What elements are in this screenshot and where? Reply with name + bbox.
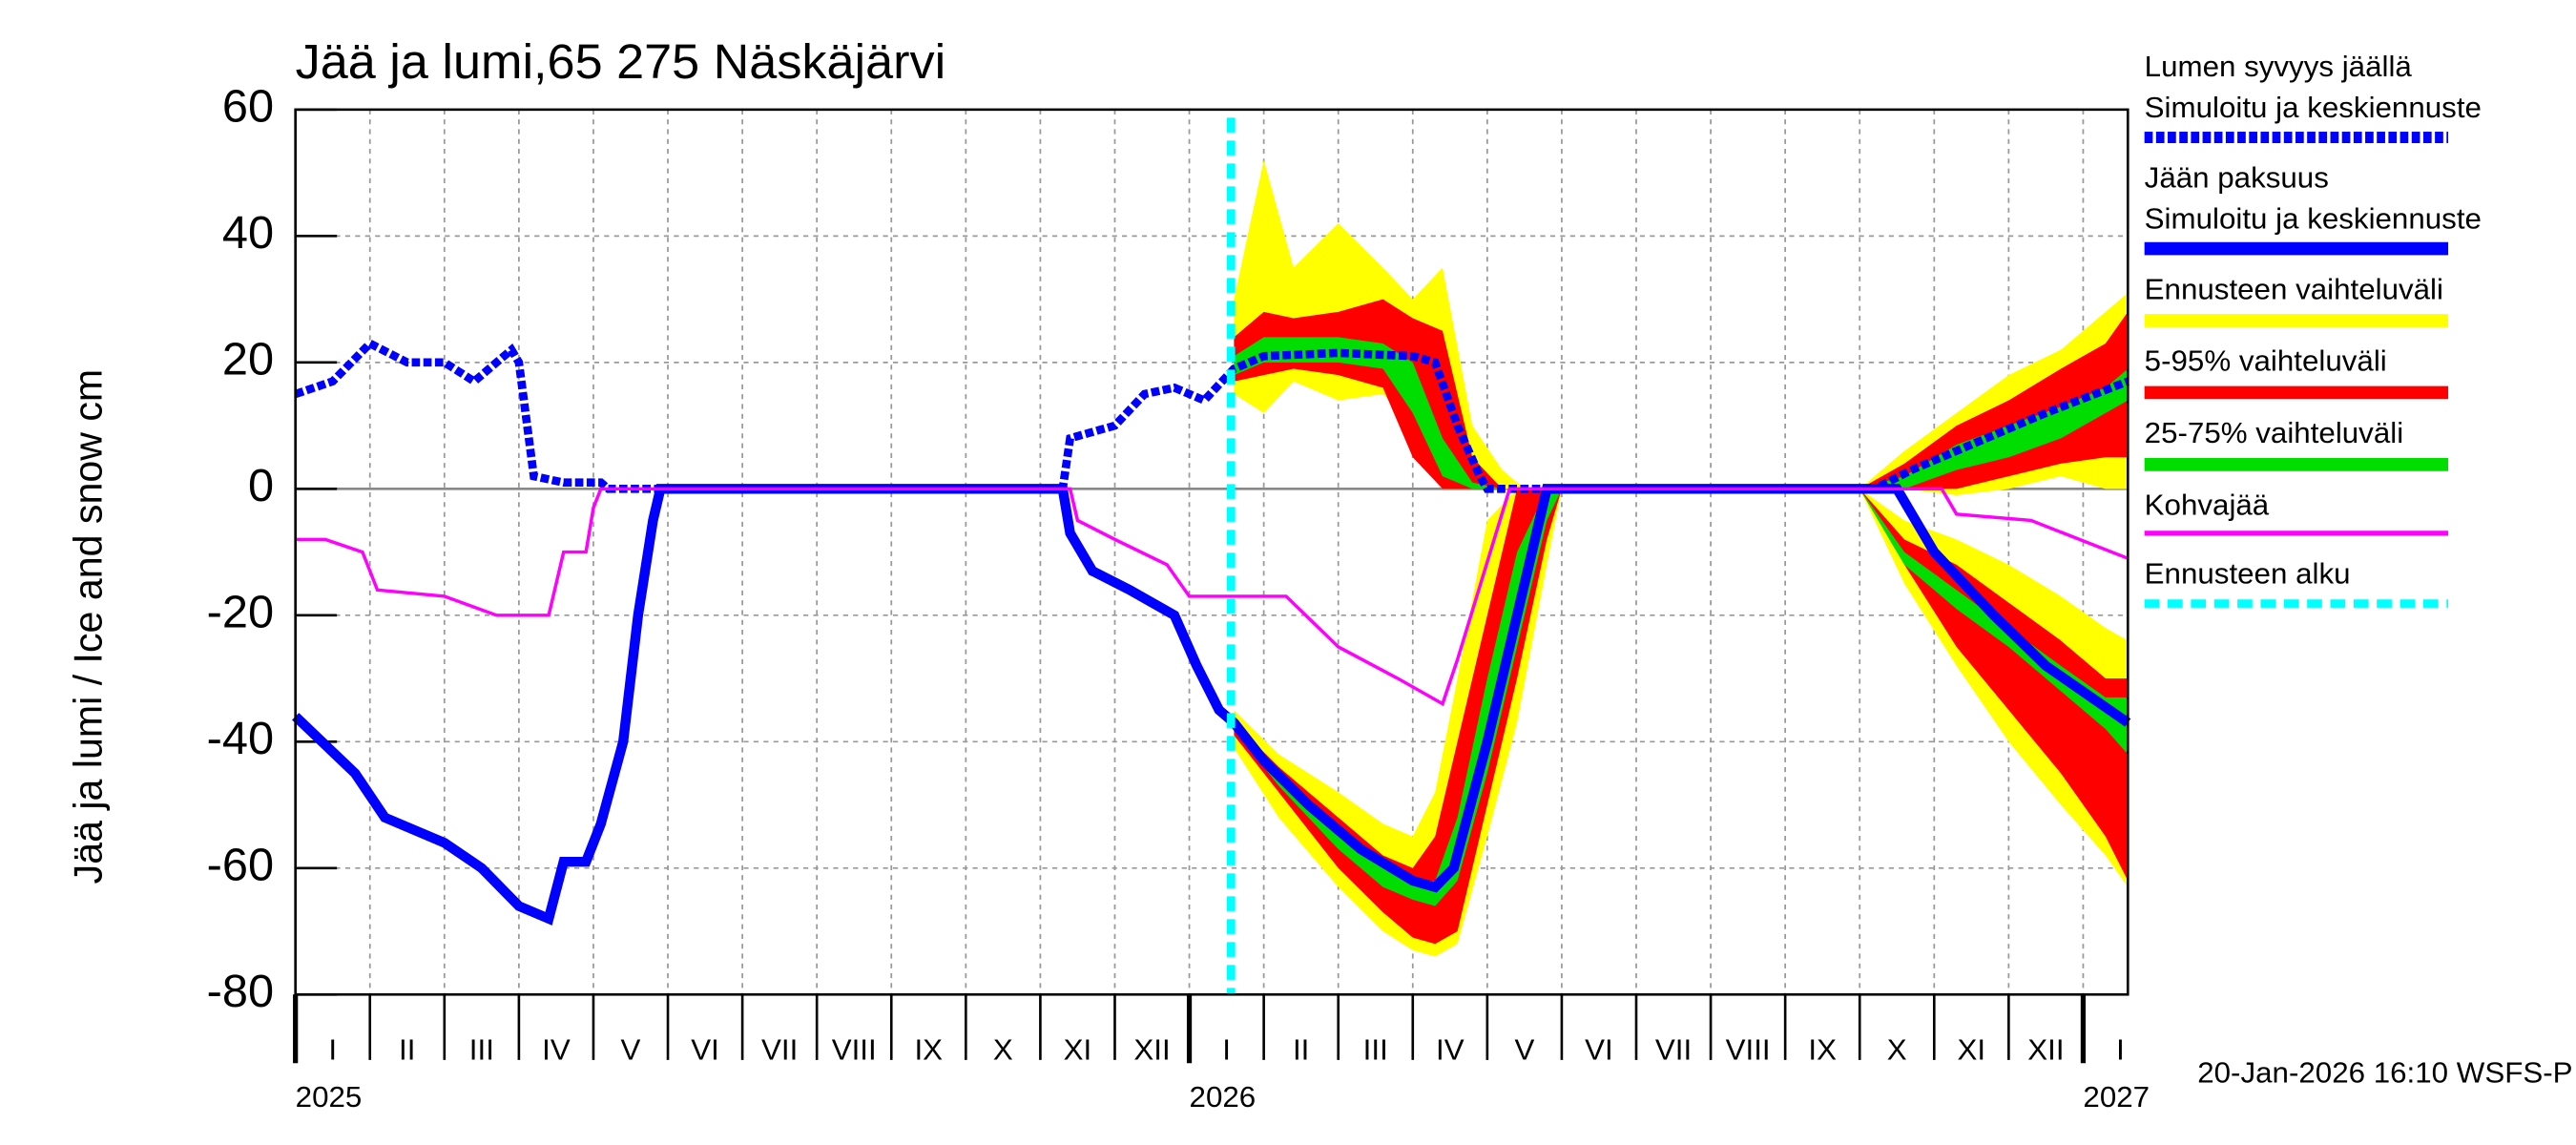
band-area: [1859, 489, 2129, 882]
series-line: [292, 484, 2131, 926]
x-tick-label: VII: [1655, 1033, 1692, 1067]
year-label: 2025: [296, 1080, 363, 1114]
x-tick-label: XI: [1064, 1033, 1092, 1067]
y-tick-label: 0: [248, 460, 274, 511]
legend-label: Ennusteen vaihteluväli: [2145, 272, 2443, 305]
year-label: 2026: [1190, 1080, 1257, 1114]
x-tick-label: VII: [761, 1033, 798, 1067]
x-tick-label: II: [1293, 1033, 1309, 1067]
band-area: [1234, 489, 1562, 945]
x-tick-label: I: [328, 1033, 337, 1067]
x-tick-label: VIII: [1726, 1033, 1771, 1067]
x-tick-label: XII: [2027, 1033, 2064, 1067]
x-tick-label: III: [469, 1033, 494, 1067]
x-tick-label: IX: [914, 1033, 943, 1067]
footer: 20-Jan-2026 16:10 WSFS-P: [2197, 1056, 2572, 1090]
plot-frame: [294, 108, 2129, 996]
band-area: [1859, 311, 2129, 489]
year-label: 2027: [2083, 1080, 2150, 1114]
y-tick-label: -20: [207, 587, 274, 638]
y-tick-label: 40: [222, 207, 274, 259]
y-axis-label: Jää ja lumi / Ice and snow cm: [65, 369, 110, 885]
y-tick-label: 60: [222, 81, 274, 133]
x-tick-label: VIII: [832, 1033, 877, 1067]
legend-label: Simuloitu ja keskiennuste: [2145, 91, 2482, 124]
x-tick-label: VI: [1585, 1033, 1613, 1067]
x-tick-label: X: [993, 1033, 1013, 1067]
legend-label: 25-75% vaihteluväli: [2145, 416, 2403, 449]
x-tick-label: I: [2116, 1033, 2125, 1067]
y-tick-label: -40: [207, 713, 274, 764]
series-line: [295, 487, 2129, 707]
x-tick-label: IX: [1808, 1033, 1837, 1067]
legend-label: Kohvajää: [2145, 489, 2270, 522]
x-tick-label: VI: [691, 1033, 719, 1067]
x-tick-label: V: [1514, 1033, 1534, 1067]
x-tick-label: II: [399, 1033, 415, 1067]
y-tick-label: -80: [207, 966, 274, 1017]
x-tick-label: IV: [542, 1033, 571, 1067]
x-tick-label: III: [1363, 1033, 1388, 1067]
y-tick-label: 20: [222, 334, 274, 385]
legend-label: Jään paksuus: [2145, 161, 2329, 195]
x-tick-label: XII: [1133, 1033, 1170, 1067]
x-tick-label: X: [1887, 1033, 1907, 1067]
series-line: [294, 338, 2129, 493]
band-area: [1859, 368, 2129, 489]
y-tick-label: -60: [207, 840, 274, 891]
x-tick-label: XI: [1958, 1033, 1986, 1067]
chart-title: Jää ja lumi,65 275 Näskäjärvi: [296, 34, 946, 90]
legend-label: 5-95% vaihteluväli: [2145, 344, 2387, 378]
x-tick-label: IV: [1436, 1033, 1465, 1067]
x-tick-label: V: [621, 1033, 641, 1067]
x-tick-label: I: [1222, 1033, 1231, 1067]
legend-label: Lumen syvyys jäällä: [2145, 50, 2413, 83]
legend-label: Ennusteen alku: [2145, 557, 2351, 591]
legend-label: Simuloitu ja keskiennuste: [2145, 202, 2482, 236]
